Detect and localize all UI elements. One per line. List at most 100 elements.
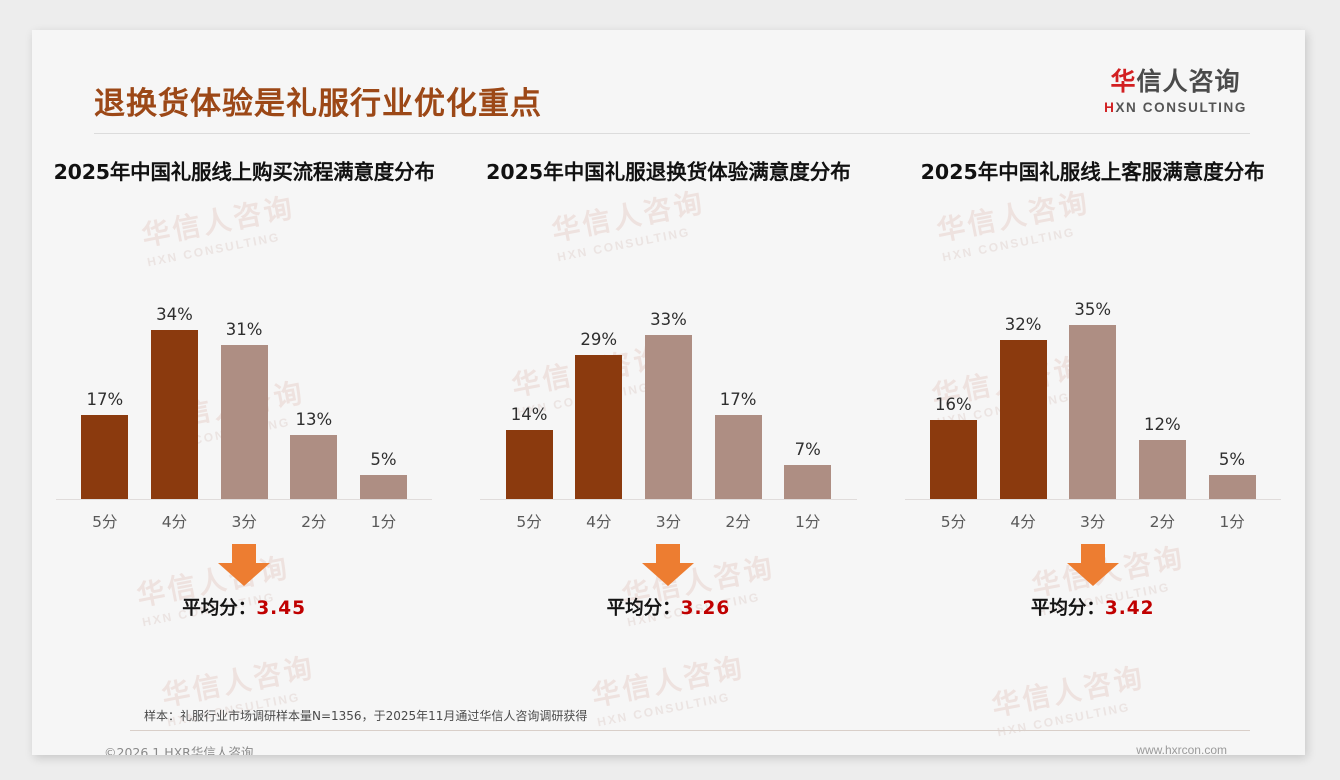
- watermark-chinese: 华信人咨询: [989, 660, 1148, 723]
- bar-rect[interactable]: [150, 330, 198, 500]
- bar-value-label: 13%: [295, 410, 333, 429]
- bar-item[interactable]: 17%: [70, 300, 140, 500]
- slide-header: 退换货体验是礼服行业优化重点 华信人咨询 HXN CONSULTING: [32, 30, 1305, 136]
- x-axis-tick-label: 5分: [516, 513, 542, 531]
- bar-value-label: 17%: [86, 390, 124, 409]
- bar-value-label: 34%: [156, 305, 193, 324]
- bar-value-label: 33%: [650, 310, 687, 329]
- bar-rect[interactable]: [1069, 325, 1117, 500]
- bar-rect[interactable]: [644, 335, 692, 500]
- bar-value-label: 5%: [1218, 450, 1246, 469]
- chart-panel-2: 2025年中国礼服退换货体验满意度分布 14% 29% 33% 17% 7% 5分 4分 3分 2…: [456, 158, 880, 628]
- logo-english: HXN CONSULTING: [1104, 100, 1247, 115]
- bar-group: 17% 34% 31% 13% 5%: [70, 300, 418, 500]
- bar-rect[interactable]: [929, 420, 977, 500]
- average-score-value: 3.42: [1104, 598, 1155, 619]
- x-axis-line: [904, 499, 1281, 500]
- x-axis-labels: 5分 4分 3分 2分 1分: [70, 510, 418, 532]
- average-score-value: 3.26: [680, 598, 731, 619]
- bar-item[interactable]: 32%: [988, 300, 1058, 500]
- average-score-label: 平均分：: [606, 598, 681, 619]
- bar-item[interactable]: 14%: [494, 300, 564, 500]
- down-arrow-icon: [218, 544, 271, 586]
- bar-item[interactable]: 31%: [209, 300, 279, 500]
- bar-item[interactable]: 17%: [703, 300, 773, 500]
- bar-item[interactable]: 33%: [634, 300, 704, 500]
- bar-value-label: 17%: [719, 390, 757, 409]
- x-axis-tick-label: 4分: [1010, 513, 1036, 531]
- x-axis-tick-label: 5分: [92, 513, 118, 531]
- average-score-block: 平均分：3.45: [46, 544, 442, 628]
- copyright-text: ©2026.1 HXR华信人咨询: [104, 745, 254, 755]
- bar-item[interactable]: 12%: [1128, 300, 1198, 500]
- x-axis-tick-label: 2分: [301, 513, 327, 531]
- average-score-text: 平均分：3.26: [470, 594, 866, 620]
- slide-canvas: 华信人咨询 HXN CONSULTING 华信人咨询 HXN CONSULTING 华信…: [32, 30, 1305, 755]
- bar-value-label: 5%: [370, 450, 397, 469]
- x-axis-tick-label: 4分: [161, 513, 188, 531]
- bar-rect[interactable]: [359, 475, 407, 500]
- bar-rect[interactable]: [784, 465, 832, 500]
- logo-chinese: 华信人咨询: [1104, 68, 1247, 96]
- bar-rect[interactable]: [999, 340, 1047, 500]
- header-divider: [94, 133, 1250, 134]
- page-title: 退换货体验是礼服行业优化重点: [94, 86, 542, 122]
- x-axis-tick-label: 3分: [655, 513, 682, 531]
- bar-item[interactable]: 5%: [1197, 300, 1267, 500]
- average-score-block: 平均分：3.42: [895, 544, 1291, 628]
- bar-rect[interactable]: [575, 355, 623, 500]
- bar-rect[interactable]: [81, 415, 129, 500]
- x-axis-tick-label: 2分: [725, 513, 751, 531]
- x-axis-tick-label: 3分: [1080, 513, 1106, 531]
- bar-rect[interactable]: [220, 345, 268, 500]
- logo-cn-gray: 信人咨询: [1136, 67, 1241, 96]
- bar-item[interactable]: 34%: [140, 300, 210, 500]
- average-score-block: 平均分：3.26: [470, 544, 866, 628]
- bar-value-label: 12%: [1144, 415, 1181, 434]
- watermark-english: HXN CONSULTING: [995, 699, 1132, 740]
- bar-item[interactable]: 35%: [1058, 300, 1128, 500]
- bar-value-label: 16%: [935, 395, 972, 414]
- bar-item[interactable]: 5%: [349, 300, 419, 500]
- logo-en-red: H: [1104, 99, 1116, 115]
- x-axis-tick-label: 5分: [940, 513, 967, 531]
- charts-row: 2025年中国礼服线上购买流程满意度分布 17% 34% 31% 13% 5% 5分 4分 3分…: [32, 158, 1305, 628]
- bar-item[interactable]: 7%: [773, 300, 843, 500]
- chart-title: 2025年中国礼服退换货体验满意度分布: [486, 160, 851, 184]
- down-arrow-icon: [642, 544, 695, 586]
- website-url: www.hxrcon.com: [1136, 743, 1227, 755]
- bar-chart: 16% 32% 35% 12% 5% 5分 4分 3分 2分 1分: [895, 266, 1291, 536]
- x-axis-tick-label: 4分: [586, 513, 612, 531]
- bar-rect[interactable]: [1208, 475, 1256, 500]
- bar-value-label: 7%: [794, 440, 821, 459]
- bar-group: 16% 32% 35% 12% 5%: [919, 300, 1267, 500]
- chart-panel-3: 2025年中国礼服线上客服满意度分布 16% 32% 35% 12% 5% 5分 4分 3分 2分…: [881, 158, 1305, 628]
- bar-value-label: 31%: [225, 320, 263, 339]
- bar-value-label: 29%: [580, 330, 618, 349]
- bar-value-label: 35%: [1074, 300, 1112, 319]
- bar-item[interactable]: 29%: [564, 300, 634, 500]
- x-axis-tick-label: 2分: [1149, 513, 1176, 531]
- down-arrow-icon: [1066, 544, 1119, 586]
- bar-rect[interactable]: [290, 435, 338, 500]
- x-axis-labels: 5分 4分 3分 2分 1分: [494, 510, 842, 532]
- slide-footer: ©2026.1 HXR华信人咨询 www.hxrcon.com: [32, 736, 1305, 755]
- x-axis-labels: 5分 4分 3分 2分 1分: [919, 510, 1267, 532]
- bar-item[interactable]: 16%: [919, 300, 989, 500]
- watermark-english: HXN CONSULTING: [595, 689, 732, 730]
- chart-title: 2025年中国礼服线上购买流程满意度分布: [53, 160, 435, 184]
- x-axis-line: [480, 499, 857, 500]
- bar-item[interactable]: 13%: [279, 300, 349, 500]
- bar-rect[interactable]: [1138, 440, 1186, 500]
- average-score-text: 平均分：3.45: [46, 594, 442, 620]
- x-axis-tick-label: 1分: [370, 513, 397, 531]
- footnote: 样本：礼服行业市场调研样本量N=1356，于2025年11月通过华信人咨询调研获…: [144, 709, 588, 723]
- x-axis-tick-label: 1分: [795, 513, 821, 531]
- bar-rect[interactable]: [714, 415, 762, 500]
- bar-rect[interactable]: [505, 430, 553, 500]
- x-axis-tick-label: 3分: [231, 513, 257, 531]
- logo-en-rest: XN CONSULTING: [1115, 99, 1247, 115]
- footnote-divider: [130, 730, 1250, 731]
- average-score-text: 平均分：3.42: [895, 594, 1291, 620]
